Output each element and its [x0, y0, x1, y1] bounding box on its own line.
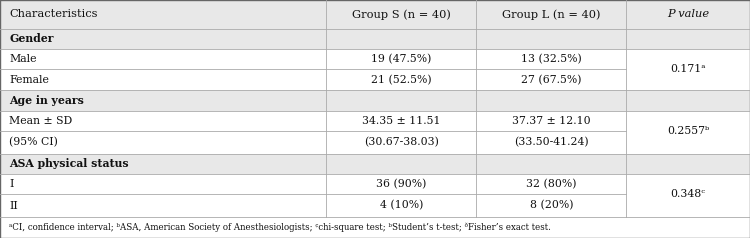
- Bar: [0, 69, 750, 90]
- Text: ASA physical status: ASA physical status: [9, 158, 129, 169]
- Bar: [0, 174, 750, 194]
- Text: Characteristics: Characteristics: [9, 9, 98, 19]
- Bar: [0, 131, 750, 154]
- Bar: [0, 217, 750, 238]
- Text: II: II: [9, 200, 18, 211]
- Bar: [0, 90, 750, 111]
- Bar: [0, 111, 750, 131]
- Text: 36 (90%): 36 (90%): [376, 179, 427, 189]
- Text: Age in years: Age in years: [9, 95, 84, 106]
- Bar: [0, 49, 750, 69]
- Bar: [0, 29, 750, 49]
- Bar: [0, 0, 750, 29]
- Text: 27 (67.5%): 27 (67.5%): [521, 74, 581, 85]
- Text: 19 (47.5%): 19 (47.5%): [371, 54, 431, 64]
- Text: 0.2557ᵇ: 0.2557ᵇ: [667, 126, 710, 136]
- Text: (30.67-38.03): (30.67-38.03): [364, 137, 439, 147]
- Text: Female: Female: [9, 75, 49, 85]
- Text: P value: P value: [667, 9, 710, 19]
- Text: (33.50-41.24): (33.50-41.24): [514, 137, 589, 147]
- Bar: [0, 194, 750, 217]
- Text: 13 (32.5%): 13 (32.5%): [520, 54, 582, 64]
- Text: (95% CI): (95% CI): [9, 137, 58, 147]
- Text: 37.37 ± 12.10: 37.37 ± 12.10: [512, 116, 590, 126]
- Text: 21 (52.5%): 21 (52.5%): [371, 74, 431, 85]
- Text: 0.171ᵃ: 0.171ᵃ: [670, 64, 706, 74]
- Text: 4 (10%): 4 (10%): [380, 200, 423, 211]
- Text: 8 (20%): 8 (20%): [530, 200, 573, 211]
- Text: Gender: Gender: [9, 33, 53, 44]
- Text: Group S (n = 40): Group S (n = 40): [352, 9, 451, 20]
- Text: 0.348ᶜ: 0.348ᶜ: [670, 189, 706, 199]
- Text: Mean ± SD: Mean ± SD: [9, 116, 72, 126]
- Bar: [0, 154, 750, 174]
- Text: I: I: [9, 179, 14, 189]
- Text: Male: Male: [9, 54, 37, 64]
- Text: ᵃCI, confidence interval; ᵇASA, American Society of Anesthesiologists; ᶝchi-squa: ᵃCI, confidence interval; ᵇASA, American…: [9, 223, 550, 232]
- Text: 32 (80%): 32 (80%): [526, 179, 577, 189]
- Text: Group L (n = 40): Group L (n = 40): [502, 9, 601, 20]
- Text: 34.35 ± 11.51: 34.35 ± 11.51: [362, 116, 440, 126]
